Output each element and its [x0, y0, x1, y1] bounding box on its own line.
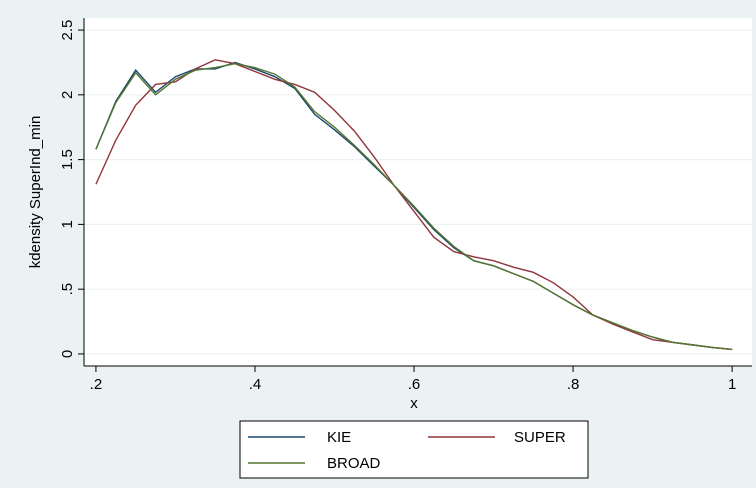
legend — [239, 420, 589, 479]
y-tick-label: 0 — [59, 350, 76, 358]
y-tick-label: 2 — [59, 91, 76, 99]
legend-label: BROAD — [327, 455, 381, 472]
y-tick-label: 2.5 — [59, 20, 76, 41]
legend-label: KIE — [327, 429, 351, 446]
plot-area — [84, 18, 752, 366]
series-line — [95, 59, 733, 351]
series-line — [95, 63, 733, 351]
x-tick-label: .4 — [249, 376, 262, 393]
x-tick-label: .8 — [567, 376, 580, 393]
x-tick-label: .6 — [408, 376, 421, 393]
y-axis-title: kdensity SuperInd_min — [27, 116, 44, 269]
x-tick-label: .2 — [90, 376, 103, 393]
x-tick-label: 1 — [728, 376, 736, 393]
y-tick-label: .5 — [59, 283, 76, 296]
y-tick-label: 1.5 — [59, 149, 76, 170]
legend-label: SUPER — [514, 429, 566, 446]
y-tick-label: 1 — [59, 220, 76, 228]
x-axis-title: x — [410, 395, 418, 412]
